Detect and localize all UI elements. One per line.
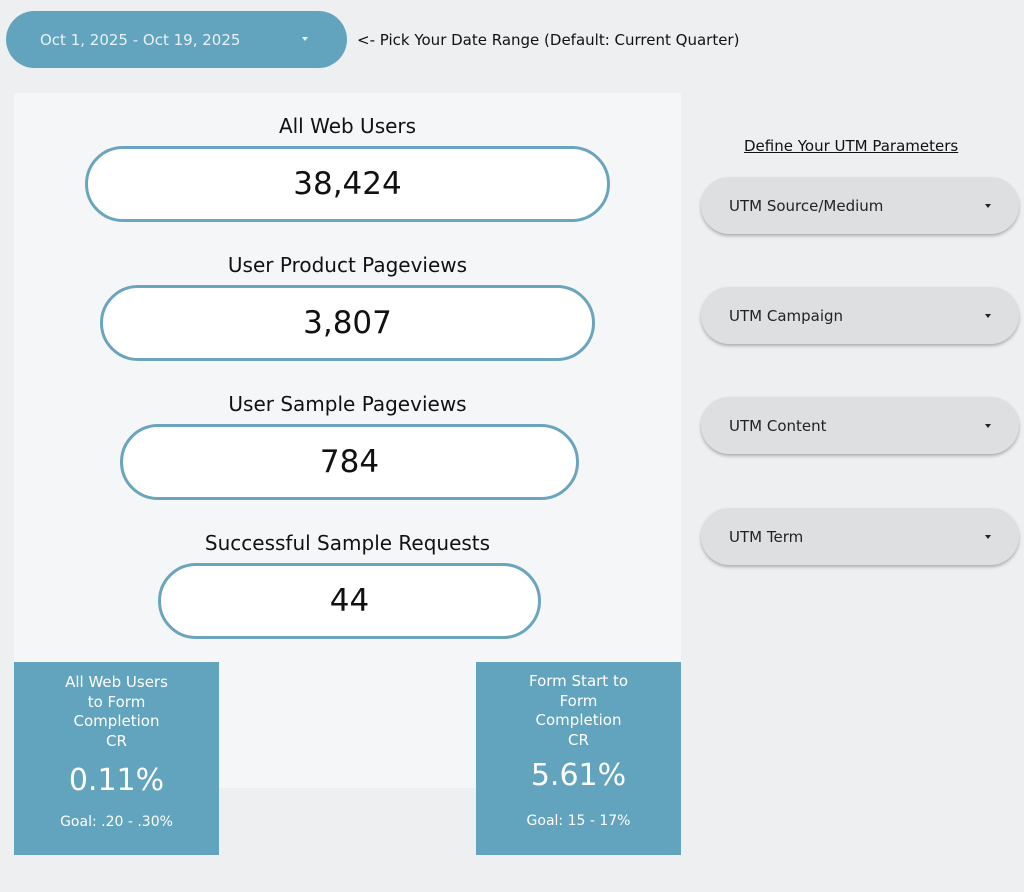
metric-value-user-sample-pageviews: 784 bbox=[120, 424, 579, 500]
utm-source-medium-dropdown[interactable]: UTM Source/Medium bbox=[701, 177, 1019, 234]
utm-term-dropdown[interactable]: UTM Term bbox=[701, 508, 1019, 565]
metric-value-all-web-users: 38,424 bbox=[85, 146, 610, 222]
metric-value-user-product-pageviews: 3,807 bbox=[100, 285, 595, 361]
cr-card-goal: Goal: 15 - 17% bbox=[526, 813, 631, 829]
date-range-picker[interactable]: Oct 1, 2025 - Oct 19, 2025 bbox=[6, 11, 347, 68]
metric-label-successful-sample-requests: Successful Sample Requests bbox=[204, 531, 491, 555]
utm-content-dropdown[interactable]: UTM Content bbox=[701, 397, 1019, 454]
metric-label-user-product-pageviews: User Product Pageviews bbox=[227, 253, 468, 277]
caret-down-icon bbox=[985, 204, 991, 208]
caret-down-icon bbox=[985, 535, 991, 539]
utm-campaign-dropdown[interactable]: UTM Campaign bbox=[701, 287, 1019, 344]
cr-card-web-users-to-form-completion: All Web Users to Form Completion CR 0.11… bbox=[14, 662, 219, 855]
cr-card-value: 0.11% bbox=[68, 763, 165, 798]
utm-section-heading: Define Your UTM Parameters bbox=[744, 137, 959, 155]
date-range-hint: <- Pick Your Date Range (Default: Curren… bbox=[357, 31, 740, 49]
dropdown-label: UTM Campaign bbox=[729, 306, 844, 325]
cr-card-form-start-to-completion: Form Start to Form Completion CR 5.61% G… bbox=[476, 662, 681, 855]
cr-card-title: Form Start to Form Completion CR bbox=[528, 672, 629, 749]
caret-down-icon bbox=[302, 37, 308, 41]
metric-label-all-web-users: All Web Users bbox=[278, 114, 417, 138]
dropdown-label: UTM Term bbox=[729, 527, 804, 546]
caret-down-icon bbox=[985, 314, 991, 318]
cr-card-goal: Goal: .20 - .30% bbox=[60, 814, 173, 830]
metric-value-successful-sample-requests: 44 bbox=[158, 563, 541, 639]
cr-card-value: 5.61% bbox=[530, 758, 627, 793]
dropdown-label: UTM Source/Medium bbox=[729, 196, 884, 215]
caret-down-icon bbox=[985, 424, 991, 428]
dropdown-label: UTM Content bbox=[729, 416, 827, 435]
metric-label-user-sample-pageviews: User Sample Pageviews bbox=[228, 392, 467, 416]
cr-card-title: All Web Users to Form Completion CR bbox=[65, 673, 168, 750]
date-range-value: Oct 1, 2025 - Oct 19, 2025 bbox=[40, 30, 241, 49]
